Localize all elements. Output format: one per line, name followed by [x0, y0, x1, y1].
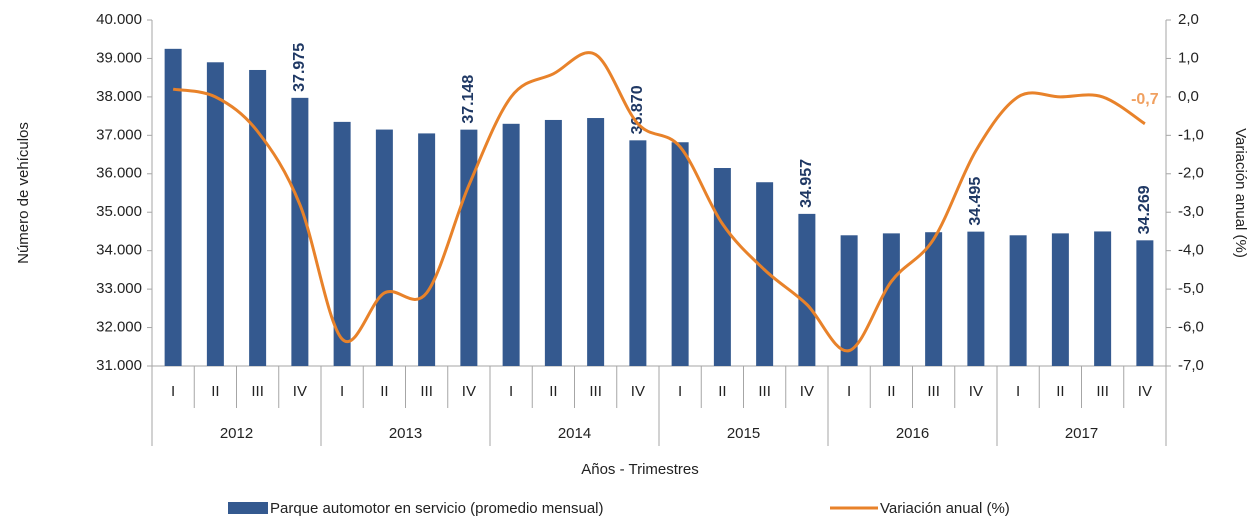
group-label: 2014 [558, 425, 591, 442]
bar [756, 182, 774, 366]
bar [418, 133, 436, 366]
bar [629, 140, 647, 366]
x-tick-label: I [678, 383, 682, 400]
group-label: 2013 [389, 425, 422, 442]
bar [333, 121, 351, 366]
x-tick-label: II [549, 383, 557, 400]
data-label: -0,7 [1131, 91, 1159, 108]
y2-tick-label: 1,0 [1178, 49, 1199, 66]
y2-axis-title: Variación anual (%) [1232, 128, 1249, 258]
x-tick-label: I [171, 383, 175, 400]
x-tick-label: IV [631, 383, 645, 400]
y-tick-label: 32.000 [96, 319, 142, 336]
bar [1009, 235, 1027, 366]
y-tick-label: 40.000 [96, 11, 142, 28]
x-tick-label: IV [1138, 383, 1152, 400]
group-label: 2015 [727, 425, 760, 442]
y2-tick-label: 2,0 [1178, 11, 1199, 28]
x-tick-label: IV [969, 383, 983, 400]
bar [671, 142, 689, 366]
line [172, 51, 1146, 353]
bar [1051, 233, 1069, 366]
x-tick-label: II [1056, 383, 1064, 400]
x-tick-label: II [887, 383, 895, 400]
y2-tick-label: -6,0 [1178, 319, 1204, 336]
group-label: 2017 [1065, 425, 1098, 442]
x-tick-label: II [718, 383, 726, 400]
bar [164, 48, 182, 366]
x-axis-title: Años - Trimestres [581, 461, 699, 478]
bar [1136, 240, 1154, 366]
x-tick-label: I [1016, 383, 1020, 400]
y2-tick-label: -3,0 [1178, 203, 1204, 220]
bar [587, 118, 605, 367]
y-tick-label: 34.000 [96, 242, 142, 259]
data-label: 34.269 [1136, 185, 1153, 234]
bar [1094, 231, 1112, 366]
bar [882, 233, 900, 366]
y2-tick-label: -7,0 [1178, 357, 1204, 374]
bar [798, 213, 816, 366]
bar [713, 168, 731, 366]
x-tick-label: III [758, 383, 771, 400]
x-tick-label: III [420, 383, 433, 400]
x-tick-label: II [380, 383, 388, 400]
x-tick-label: I [340, 383, 344, 400]
y-tick-label: 38.000 [96, 88, 142, 105]
y-tick-label: 39.000 [96, 49, 142, 66]
bar [544, 119, 562, 366]
x-tick-label: IV [462, 383, 476, 400]
bar [925, 232, 943, 366]
bar [967, 231, 985, 366]
x-tick-label: I [847, 383, 851, 400]
x-tick-label: II [211, 383, 219, 400]
y2-tick-label: -5,0 [1178, 280, 1204, 297]
bar [375, 129, 393, 366]
y-tick-label: 37.000 [96, 126, 142, 143]
y-tick-label: 31.000 [96, 357, 142, 374]
group-label: 2012 [220, 425, 253, 442]
x-tick-label: IV [293, 383, 307, 400]
y-axis-title: Número de vehículos [15, 122, 32, 264]
bar [206, 62, 224, 367]
y2-tick-label: -2,0 [1178, 165, 1204, 182]
x-tick-label: IV [800, 383, 814, 400]
data-label: 37.148 [460, 75, 477, 124]
legend-label: Variación anual (%) [880, 500, 1010, 517]
bar [460, 129, 478, 366]
data-label: 34.957 [798, 159, 815, 208]
x-tick-label: III [251, 383, 264, 400]
legend-label: Parque automotor en servicio (promedio m… [270, 500, 604, 517]
y-tick-label: 33.000 [96, 280, 142, 297]
y2-tick-label: 0,0 [1178, 88, 1199, 105]
legend-swatch [228, 502, 268, 514]
y-tick-label: 36.000 [96, 165, 142, 182]
group-label: 2016 [896, 425, 929, 442]
x-tick-label: III [1096, 383, 1109, 400]
data-label: 37.975 [291, 43, 308, 92]
data-label: 36.870 [629, 85, 646, 134]
bar [249, 69, 267, 366]
y2-tick-label: -4,0 [1178, 242, 1204, 259]
bar [291, 97, 309, 366]
x-tick-label: III [589, 383, 602, 400]
data-label: 34.495 [967, 177, 984, 226]
y-tick-label: 35.000 [96, 203, 142, 220]
x-tick-label: I [509, 383, 513, 400]
y2-tick-label: -1,0 [1178, 126, 1204, 143]
x-tick-label: III [927, 383, 940, 400]
bar [502, 123, 520, 366]
bar [840, 235, 858, 366]
